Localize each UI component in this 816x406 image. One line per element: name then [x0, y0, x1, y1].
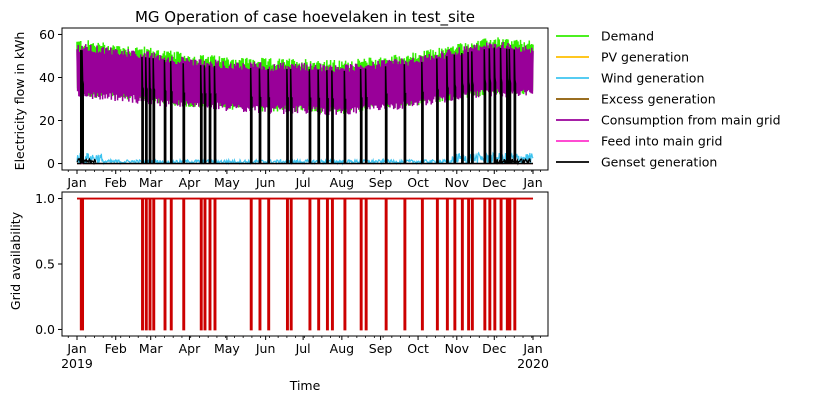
top-x-tick-label: Jan	[66, 175, 86, 190]
bottom-x-tick-label: Jul	[295, 341, 311, 356]
top-x-tick-label: Aug	[330, 175, 354, 190]
legend-label: Wind generation	[601, 71, 704, 86]
top-x-tick-label: May	[214, 175, 240, 190]
bottom-y-axis-label: Grid availability	[8, 211, 23, 310]
top-x-tick-label: Apr	[179, 175, 201, 190]
bottom-x-tick-label: Nov	[445, 341, 470, 356]
legend-label: Demand	[601, 29, 654, 44]
series-genset-generation-low	[76, 157, 97, 166]
legend: Demand PV generation Wind generation Excess…	[556, 29, 781, 170]
top-x-tick-label: Feb	[105, 175, 127, 190]
bottom-plot-area: 0.0 0.5 1.0 Jan Feb Mar Apr May Jun Jul Aug Sep Oct N…	[35, 191, 549, 371]
legend-label: Consumption from main grid	[601, 113, 781, 128]
bottom-x-axis-label: Time	[289, 378, 321, 393]
legend-label: Excess generation	[601, 92, 716, 107]
bottom-x-tick-label: Dec	[482, 341, 506, 356]
legend-label: Feed into main grid	[601, 134, 722, 149]
top-x-tick-label: Jan	[522, 175, 542, 190]
top-y-tick-label: 20	[39, 113, 55, 128]
top-x-tick-label: Sep	[369, 175, 393, 190]
bottom-x-tick-label: Apr	[179, 341, 201, 356]
series-grid-availability	[76, 197, 534, 331]
top-series-group	[76, 37, 534, 166]
top-x-tick-label: Oct	[407, 175, 429, 190]
top-x-tick-label: Jun	[255, 175, 276, 190]
legend-label: PV generation	[601, 50, 689, 65]
bottom-x-tick-label: Jan	[522, 341, 542, 356]
bottom-y-tick-label: 0.0	[35, 322, 55, 337]
top-plot-area: 0 20 40 60 Jan Feb Mar Apr May Jun Jul Aug Sep Oct Nov…	[39, 27, 549, 190]
bottom-y-tick-label: 1.0	[35, 191, 55, 206]
bottom-x-tick-label: Jun	[255, 341, 276, 356]
bottom-x-tick-label: May	[214, 341, 240, 356]
top-chart-title: MG Operation of case hoevelaken in test_…	[135, 8, 475, 27]
top-x-tick-label: Dec	[482, 175, 506, 190]
series-genset-generation	[76, 47, 534, 165]
top-y-tick-label: 0	[47, 156, 55, 171]
top-x-tick-label: Nov	[445, 175, 470, 190]
top-y-tick-label: 60	[39, 27, 55, 42]
top-x-tick-label: Jul	[295, 175, 311, 190]
series-genset-generation-low	[494, 158, 532, 166]
bottom-x-tick-label: Sep	[369, 341, 393, 356]
legend-label: Genset generation	[601, 155, 717, 170]
bottom-x-tick-label: Aug	[330, 341, 354, 356]
bottom-x-tick-label: Feb	[105, 341, 127, 356]
top-y-axis-label: Electricity flow in kWh	[12, 32, 27, 171]
bottom-x-tick-label: Oct	[407, 341, 429, 356]
top-axes-frame	[61, 27, 549, 171]
bottom-x-year-label: 2019	[61, 356, 93, 371]
top-y-tick-label: 40	[39, 70, 55, 85]
bottom-x-tick-label: Mar	[139, 341, 163, 356]
bottom-y-tick-label: 0.5	[35, 257, 55, 272]
top-x-tick-label: Mar	[139, 175, 163, 190]
bottom-x-tick-label: Jan	[66, 341, 86, 356]
bottom-x-year-label: 2020	[517, 356, 549, 371]
